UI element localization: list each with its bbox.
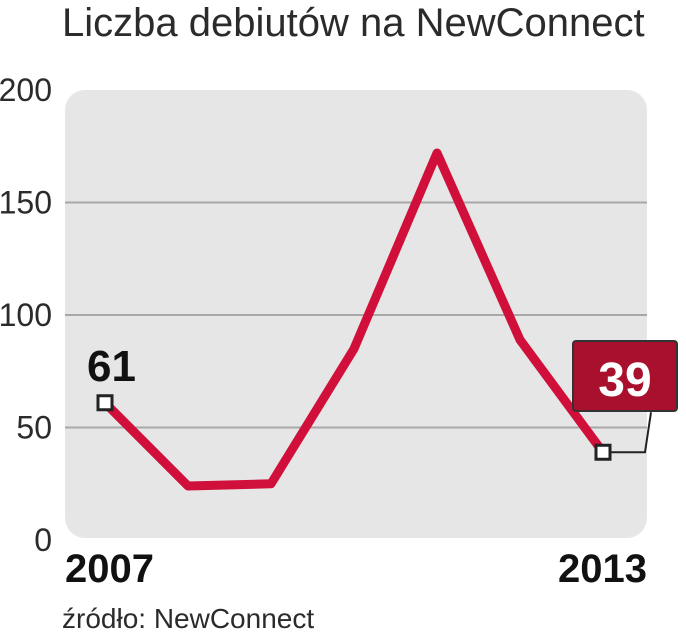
x-tick-label-last: 2013	[558, 547, 647, 591]
callout-connector	[611, 412, 652, 454]
data-markers	[96, 394, 612, 461]
y-axis-ticks: 0 50 100 150 200	[0, 72, 52, 558]
data-marker-2007	[96, 394, 114, 412]
y-tick-label-200: 200	[0, 72, 52, 108]
data-labels: 61 39	[87, 340, 678, 454]
x-axis-ticks: 2007 2013	[65, 547, 647, 591]
data-marker-2013	[594, 443, 612, 461]
data-label-last: 39	[598, 354, 651, 407]
y-tick-label-0: 0	[34, 522, 52, 558]
x-tick-label-first: 2007	[65, 547, 154, 591]
chart-title: Liczba debiutów na NewConnect	[62, 1, 645, 45]
y-tick-label-150: 150	[0, 185, 52, 221]
data-label-first: 61	[87, 342, 136, 391]
grid-lines	[65, 201, 647, 429]
series-line-group	[100, 148, 608, 491]
y-tick-label-100: 100	[0, 297, 52, 333]
y-tick-label-50: 50	[16, 410, 52, 446]
source-note: źródło: NewConnect	[62, 603, 314, 634]
callout-box	[572, 340, 678, 412]
series-line	[100, 148, 608, 491]
